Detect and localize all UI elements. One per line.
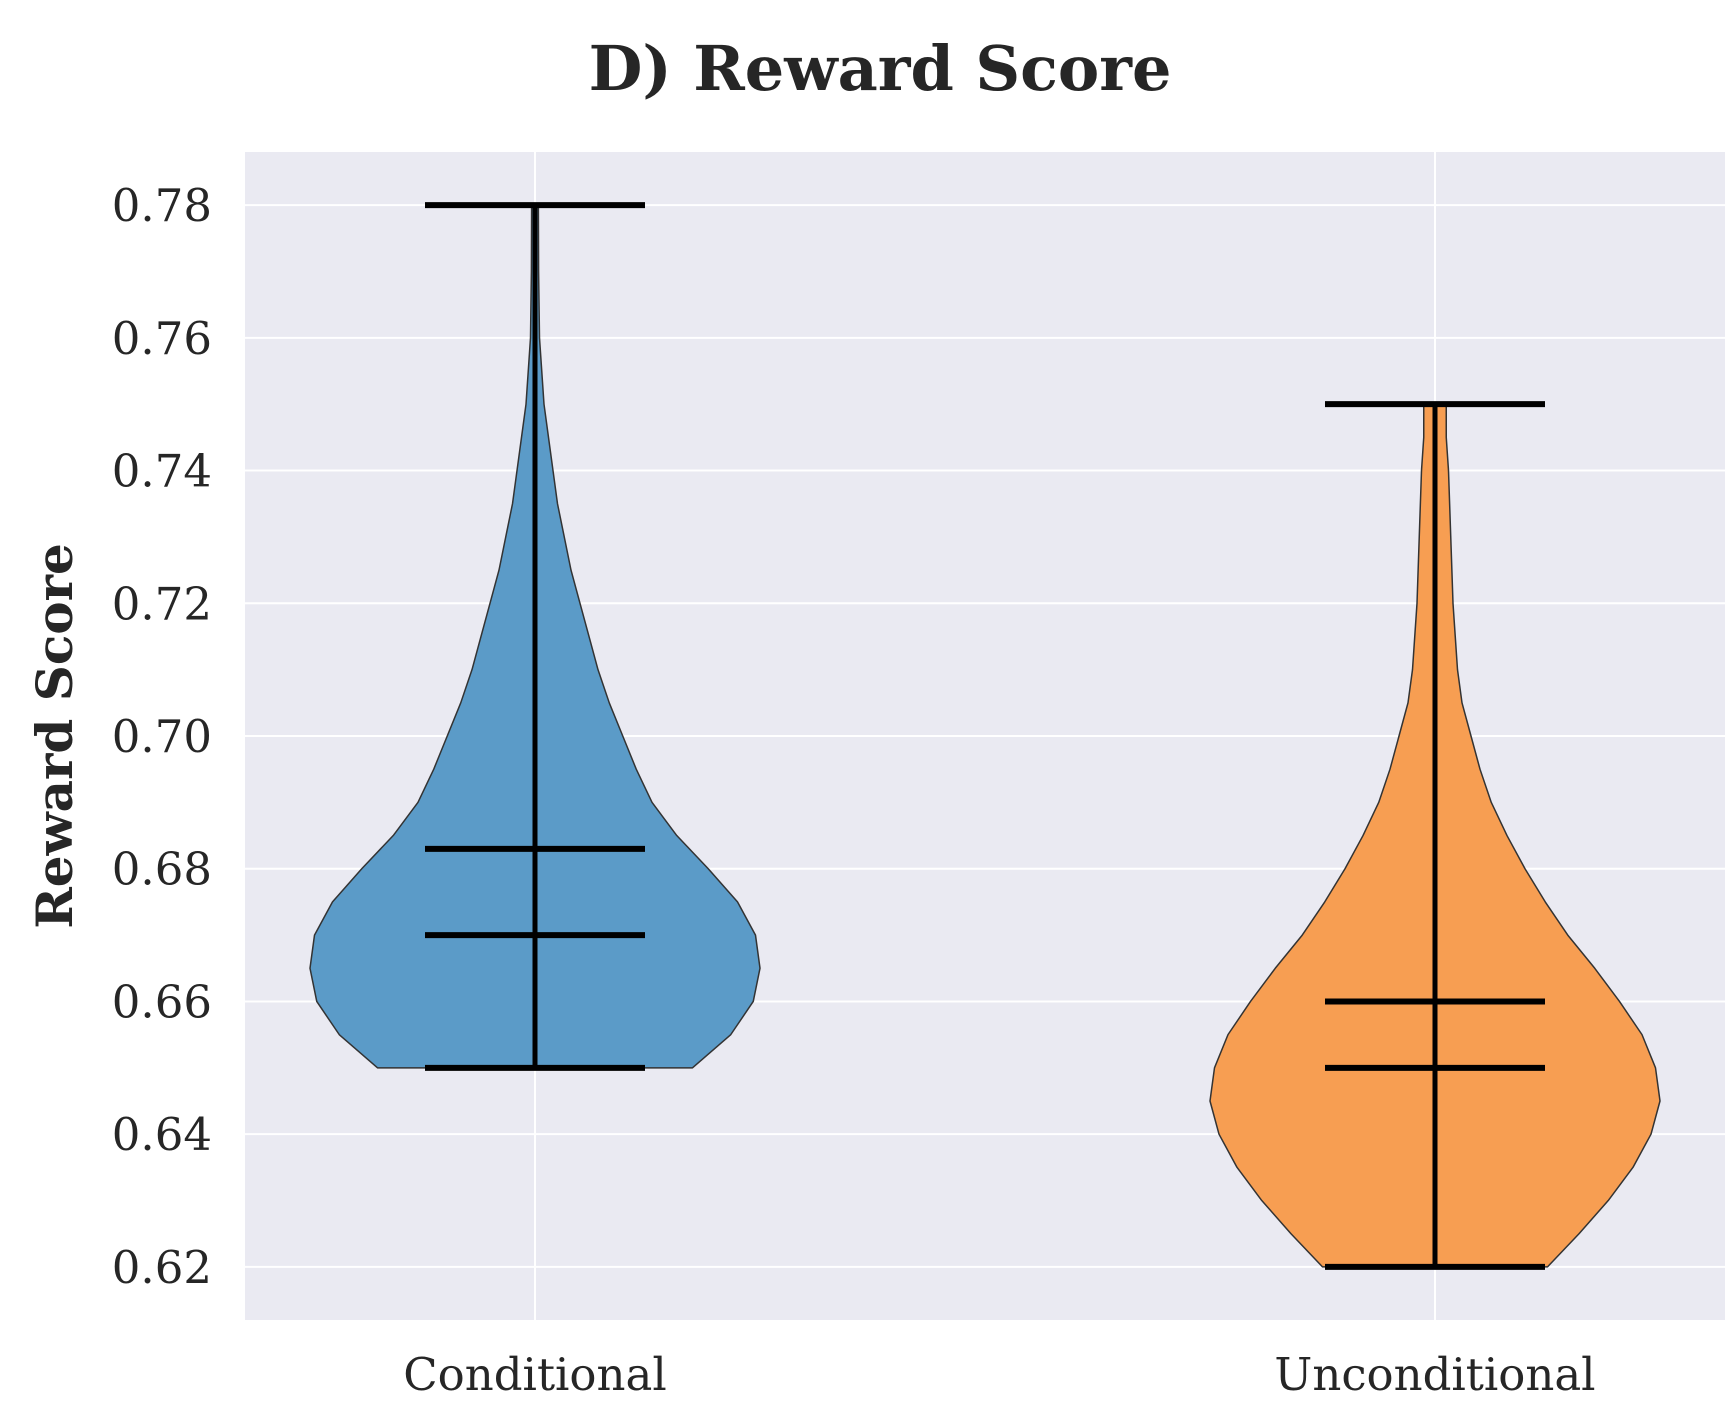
y-tick-label: 0.74 xyxy=(112,445,212,498)
y-tick-labels: 0.62 0.64 0.66 0.68 0.70 0.72 0.74 0.76 0.78 xyxy=(112,179,212,1294)
y-tick-label: 0.68 xyxy=(112,843,212,896)
chart-title: D) Reward Score xyxy=(589,32,1172,105)
y-tick-label: 0.78 xyxy=(112,179,212,232)
x-tick-label: Unconditional xyxy=(1274,1348,1595,1401)
y-tick-label: 0.66 xyxy=(112,975,212,1028)
y-axis-label: Reward Score xyxy=(25,543,84,929)
y-tick-label: 0.72 xyxy=(112,577,212,630)
x-tick-label: Conditional xyxy=(403,1348,666,1401)
statistic-lines xyxy=(425,202,1545,1270)
y-tick-label: 0.76 xyxy=(112,312,212,365)
y-tick-label: 0.70 xyxy=(112,710,212,763)
x-tick-labels: Conditional Unconditional xyxy=(403,1348,1595,1401)
y-tick-label: 0.64 xyxy=(112,1108,212,1161)
y-tick-label: 0.62 xyxy=(112,1241,212,1294)
